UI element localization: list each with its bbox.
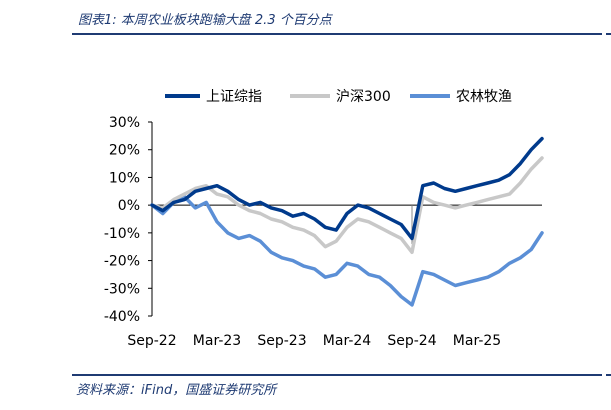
- x-tick-label: Mar-23: [193, 333, 241, 349]
- y-tick-label: -30%: [104, 281, 140, 297]
- y-tick-label: 30%: [109, 115, 140, 131]
- legend: 上证综指 沪深300 农林牧渔: [165, 89, 512, 105]
- series-group: [150, 136, 544, 307]
- legend-label: 农林牧渔: [456, 89, 512, 105]
- y-tick-label: -10%: [104, 226, 140, 242]
- y-tick-label: 0%: [118, 198, 140, 214]
- bottom-rule: [72, 374, 602, 376]
- x-tick-group: Sep-22 Mar-23 Sep-23 Mar-24 Sep-24 Mar-25: [127, 333, 501, 349]
- series-line-2: [150, 195, 544, 307]
- legend-label: 沪深300: [336, 89, 391, 105]
- series-line-1: [150, 156, 544, 255]
- y-tick-group: 30% 20% 10% 0% -10% -20% -30% -40%: [104, 115, 152, 325]
- x-tick-label: Mar-25: [453, 333, 501, 349]
- top-edge-mark: [606, 33, 611, 35]
- y-tick-label: 10%: [109, 170, 140, 186]
- y-tick-label: 20%: [109, 143, 140, 159]
- y-tick-label: -40%: [104, 309, 140, 325]
- x-tick-label: Sep-23: [257, 333, 306, 349]
- y-tick-label: -20%: [104, 254, 140, 270]
- figure-title: 图表1: 本周农业板块跑输大盘 2.3 个百分点: [78, 13, 332, 28]
- series-line-0: [150, 136, 544, 241]
- x-tick-label: Sep-24: [387, 333, 436, 349]
- x-tick-label: Mar-24: [323, 333, 371, 349]
- bottom-edge-mark: [606, 374, 611, 376]
- x-tick-label: Sep-22: [127, 333, 176, 349]
- source-note: 资料来源：iFind，国盛证券研究所: [76, 383, 277, 398]
- top-rule: [72, 33, 602, 35]
- legend-label: 上证综指: [206, 89, 262, 105]
